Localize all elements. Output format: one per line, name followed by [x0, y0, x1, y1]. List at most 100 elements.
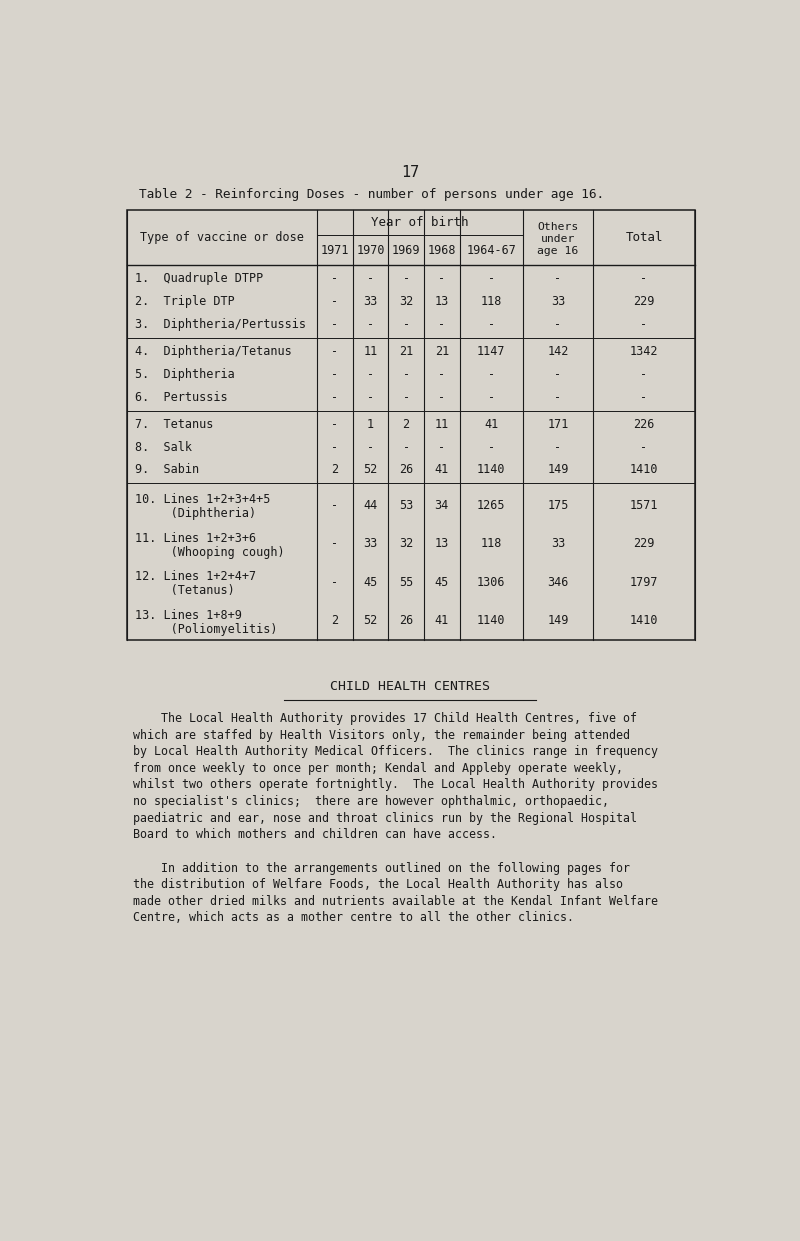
Text: paediatric and ear, nose and throat clinics run by the Regional Hospital: paediatric and ear, nose and throat clin… [133, 812, 637, 824]
Text: 21: 21 [399, 345, 414, 359]
Text: 118: 118 [481, 537, 502, 550]
Text: made other dried milks and nutrients available at the Kendal Infant Welfare: made other dried milks and nutrients ava… [133, 895, 658, 907]
Text: -: - [367, 441, 374, 454]
Text: 3.  Diphtheria/Pertussis: 3. Diphtheria/Pertussis [135, 318, 306, 331]
Text: 8.  Salk: 8. Salk [135, 441, 192, 454]
Text: 45: 45 [434, 576, 449, 588]
Text: -: - [331, 537, 338, 550]
Text: -: - [438, 318, 446, 331]
Text: 11: 11 [363, 345, 378, 359]
Text: -: - [367, 367, 374, 381]
Text: -: - [402, 441, 410, 454]
Text: 33: 33 [363, 537, 378, 550]
Text: 1147: 1147 [477, 345, 506, 359]
Text: 1410: 1410 [630, 614, 658, 627]
Text: -: - [331, 345, 338, 359]
Text: Total: Total [626, 231, 662, 244]
Text: -: - [438, 441, 446, 454]
Text: -: - [331, 272, 338, 285]
Text: -: - [488, 441, 495, 454]
Text: -: - [488, 318, 495, 331]
Text: -: - [331, 418, 338, 431]
Text: -: - [554, 367, 562, 381]
Text: -: - [402, 391, 410, 403]
Text: -: - [554, 318, 562, 331]
Text: 45: 45 [363, 576, 378, 588]
Text: -: - [331, 391, 338, 403]
Text: under: under [541, 235, 575, 244]
Text: 1306: 1306 [477, 576, 506, 588]
Text: 149: 149 [547, 463, 569, 477]
Text: which are staffed by Health Visitors only, the remainder being attended: which are staffed by Health Visitors onl… [133, 728, 630, 742]
Text: 41: 41 [484, 418, 498, 431]
Text: -: - [438, 272, 446, 285]
Text: 229: 229 [634, 537, 654, 550]
Text: 142: 142 [547, 345, 569, 359]
Text: 1797: 1797 [630, 576, 658, 588]
Text: from once weekly to once per month; Kendal and Appleby operate weekly,: from once weekly to once per month; Kend… [133, 762, 622, 774]
Bar [127, 210, 695, 640]
Text: 34: 34 [434, 499, 449, 511]
Text: 21: 21 [434, 345, 449, 359]
Text: CHILD HEALTH CENTRES: CHILD HEALTH CENTRES [330, 680, 490, 692]
Text: 226: 226 [634, 418, 654, 431]
Text: 175: 175 [547, 499, 569, 511]
Text: 2: 2 [402, 418, 410, 431]
Text: 26: 26 [399, 614, 414, 627]
Text: 33: 33 [551, 537, 565, 550]
Text: no specialist's clinics;  there are however ophthalmic, orthopaedic,: no specialist's clinics; there are howev… [133, 795, 609, 808]
Text: 171: 171 [547, 418, 569, 431]
Text: 12. Lines 1+2+4+7: 12. Lines 1+2+4+7 [135, 571, 256, 583]
Text: 53: 53 [399, 499, 414, 511]
Text: 6.  Pertussis: 6. Pertussis [135, 391, 227, 403]
Text: 1968: 1968 [427, 243, 456, 257]
Text: 1969: 1969 [392, 243, 420, 257]
Text: -: - [331, 318, 338, 331]
Text: -: - [641, 367, 648, 381]
Text: -: - [402, 272, 410, 285]
Text: 55: 55 [399, 576, 414, 588]
Text: 1: 1 [367, 418, 374, 431]
Text: Year of birth: Year of birth [371, 216, 469, 228]
Text: -: - [438, 391, 446, 403]
Text: 1140: 1140 [477, 463, 506, 477]
Text: -: - [331, 441, 338, 454]
Text: age 16: age 16 [538, 246, 578, 256]
Text: 32: 32 [399, 295, 414, 308]
Text: 52: 52 [363, 463, 378, 477]
Text: 32: 32 [399, 537, 414, 550]
Text: 149: 149 [547, 614, 569, 627]
Text: 2: 2 [331, 463, 338, 477]
Text: 17: 17 [401, 165, 419, 180]
Text: 1964-67: 1964-67 [466, 243, 516, 257]
Text: -: - [367, 272, 374, 285]
Text: 33: 33 [551, 295, 565, 308]
Text: Table 2 - Reinforcing Doses - number of persons under age 16.: Table 2 - Reinforcing Doses - number of … [138, 189, 604, 201]
Text: 26: 26 [399, 463, 414, 477]
Text: 118: 118 [481, 295, 502, 308]
Text: -: - [367, 318, 374, 331]
Text: 33: 33 [363, 295, 378, 308]
Text: (Tetanus): (Tetanus) [135, 585, 234, 597]
Text: 13: 13 [434, 295, 449, 308]
Text: -: - [402, 318, 410, 331]
Text: -: - [641, 272, 648, 285]
Text: 1571: 1571 [630, 499, 658, 511]
Text: 52: 52 [363, 614, 378, 627]
Text: -: - [402, 367, 410, 381]
Text: -: - [554, 391, 562, 403]
Text: (Whooping cough): (Whooping cough) [135, 546, 285, 558]
Text: -: - [641, 441, 648, 454]
Text: The Local Health Authority provides 17 Child Health Centres, five of: The Local Health Authority provides 17 C… [133, 712, 637, 725]
Text: -: - [331, 499, 338, 511]
Text: -: - [554, 441, 562, 454]
Text: 1140: 1140 [477, 614, 506, 627]
Text: 41: 41 [434, 463, 449, 477]
Text: -: - [641, 391, 648, 403]
Text: Type of vaccine or dose: Type of vaccine or dose [140, 231, 304, 244]
Text: 1410: 1410 [630, 463, 658, 477]
Text: 41: 41 [434, 614, 449, 627]
Text: -: - [554, 272, 562, 285]
Text: 1265: 1265 [477, 499, 506, 511]
Text: 13. Lines 1+8+9: 13. Lines 1+8+9 [135, 609, 242, 622]
